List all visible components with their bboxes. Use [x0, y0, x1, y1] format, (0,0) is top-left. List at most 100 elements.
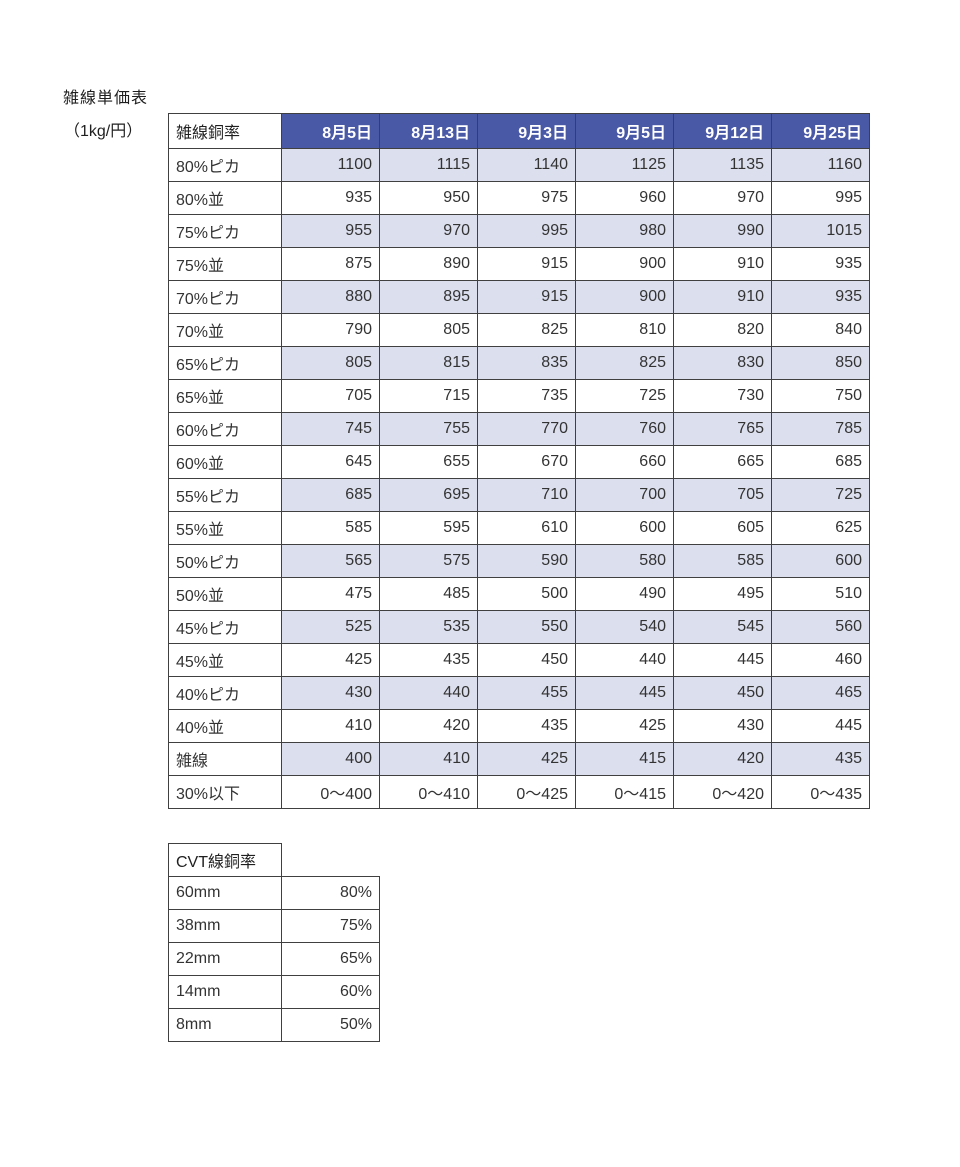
price-value-cell: 995 — [477, 214, 576, 248]
price-value-cell: 600 — [771, 544, 870, 578]
copper-rate-label-cell: 60%ピカ — [168, 412, 282, 446]
price-value-cell: 915 — [477, 247, 576, 281]
price-value-cell: 465 — [771, 676, 870, 710]
price-value-cell: 910 — [673, 247, 772, 281]
price-value-cell: 760 — [575, 412, 674, 446]
copper-rate-value-cell: 75% — [281, 909, 380, 943]
copper-rate-label-cell: 55%並 — [168, 511, 282, 545]
price-value-cell: 435 — [477, 709, 576, 743]
price-value-cell: 900 — [575, 280, 674, 314]
price-value-cell: 810 — [575, 313, 674, 347]
price-value-cell: 730 — [673, 379, 772, 413]
price-value-cell: 600 — [575, 511, 674, 545]
price-row: 45%並 425 435 450 440 445 460 — [168, 643, 870, 677]
price-value-cell: 975 — [477, 181, 576, 215]
price-value-cell: 445 — [771, 709, 870, 743]
price-row: 65%並 705 715 735 725 730 750 — [168, 379, 870, 413]
price-value-cell: 830 — [673, 346, 772, 380]
price-row: 70%並 790 805 825 810 820 840 — [168, 313, 870, 347]
price-value-cell: 590 — [477, 544, 576, 578]
date-header-cell: 9月5日 — [575, 113, 674, 149]
price-value-cell: 545 — [673, 610, 772, 644]
price-row: 60%ピカ 745 755 770 760 765 785 — [168, 412, 870, 446]
date-header-cell: 9月12日 — [673, 113, 772, 149]
price-value-cell: 700 — [575, 478, 674, 512]
price-row: 40%ピカ 430 440 455 445 450 465 — [168, 676, 870, 710]
price-value-cell: 970 — [379, 214, 478, 248]
copper-rate-label-cell: 80%ピカ — [168, 148, 282, 182]
price-value-cell: 825 — [477, 313, 576, 347]
price-value-cell: 875 — [281, 247, 380, 281]
price-value-cell: 900 — [575, 247, 674, 281]
price-value-cell: 450 — [673, 676, 772, 710]
price-value-cell: 1135 — [673, 148, 772, 182]
copper-rate-label-cell: 50%並 — [168, 577, 282, 611]
price-value-cell: 1015 — [771, 214, 870, 248]
price-row: 30%以下 0～400 0～410 0～425 0～415 0～420 0～435 — [168, 775, 870, 809]
price-row: 50%ピカ 565 575 590 580 585 600 — [168, 544, 870, 578]
price-value-cell: 475 — [281, 577, 380, 611]
copper-rate-value-cell: 50% — [281, 1008, 380, 1042]
price-value-cell: 410 — [379, 742, 478, 776]
copper-rate-label-cell: 60%並 — [168, 445, 282, 479]
price-value-cell: 550 — [477, 610, 576, 644]
copper-rate-label-cell: 40%並 — [168, 709, 282, 743]
price-value-cell: 805 — [379, 313, 478, 347]
price-value-cell: 1125 — [575, 148, 674, 182]
date-header-cell: 8月5日 — [281, 113, 380, 149]
price-value-cell: 745 — [281, 412, 380, 446]
copper-rate-label-cell: 75%並 — [168, 247, 282, 281]
price-row: 80%並 935 950 975 960 970 995 — [168, 181, 870, 215]
price-value-cell: 605 — [673, 511, 772, 545]
cvt-row: 14mm 60% — [168, 975, 380, 1009]
copper-rate-label-cell: 65%並 — [168, 379, 282, 413]
price-value-cell: 670 — [477, 445, 576, 479]
price-value-cell: 685 — [281, 478, 380, 512]
price-value-cell: 790 — [281, 313, 380, 347]
wire-size-label-cell: 38mm — [168, 909, 282, 943]
price-table: 雑線銅率 8月5日 8月13日 9月3日 9月5日 9月12日 9月25日 80%ピカ 110… — [168, 113, 870, 809]
price-row: 40%並 410 420 435 425 430 445 — [168, 709, 870, 743]
price-value-cell: 735 — [477, 379, 576, 413]
price-value-cell: 935 — [771, 280, 870, 314]
price-value-cell: 840 — [771, 313, 870, 347]
copper-rate-value-cell: 65% — [281, 942, 380, 976]
price-value-cell: 725 — [575, 379, 674, 413]
cvt-row: 8mm 50% — [168, 1008, 380, 1042]
price-value-cell: 820 — [673, 313, 772, 347]
price-row: 70%ピカ 880 895 915 900 910 935 — [168, 280, 870, 314]
price-value-cell: 510 — [771, 577, 870, 611]
price-value-cell: 560 — [771, 610, 870, 644]
copper-rate-label-cell: 雑線 — [168, 742, 282, 776]
price-value-cell: 500 — [477, 577, 576, 611]
price-value-cell: 770 — [477, 412, 576, 446]
copper-rate-label-cell: 45%ピカ — [168, 610, 282, 644]
price-value-cell: 400 — [281, 742, 380, 776]
price-value-cell: 815 — [379, 346, 478, 380]
price-value-cell: 525 — [281, 610, 380, 644]
price-value-cell: 425 — [281, 643, 380, 677]
price-value-cell: 420 — [673, 742, 772, 776]
price-value-cell: 445 — [673, 643, 772, 677]
date-header-cell: 9月3日 — [477, 113, 576, 149]
price-value-cell: 430 — [673, 709, 772, 743]
price-value-cell: 660 — [575, 445, 674, 479]
price-value-cell: 935 — [281, 181, 380, 215]
price-value-cell: 425 — [477, 742, 576, 776]
copper-rate-label-cell: 75%ピカ — [168, 214, 282, 248]
price-value-cell: 625 — [771, 511, 870, 545]
cvt-header-spacer — [282, 844, 380, 877]
price-value-cell: 645 — [281, 445, 380, 479]
corner-header-cell: 雑線銅率 — [168, 113, 282, 149]
price-value-cell: 420 — [379, 709, 478, 743]
price-value-cell: 980 — [575, 214, 674, 248]
price-value-cell: 495 — [673, 577, 772, 611]
price-value-cell: 1115 — [379, 148, 478, 182]
price-value-cell: 655 — [379, 445, 478, 479]
price-value-cell: 895 — [379, 280, 478, 314]
price-value-cell: 455 — [477, 676, 576, 710]
price-value-cell: 410 — [281, 709, 380, 743]
price-value-cell: 825 — [575, 346, 674, 380]
price-table-body: 80%ピカ 1100 1115 1140 1125 1135 1160 80%並 935 950 9… — [168, 148, 870, 809]
wire-size-label-cell: 22mm — [168, 942, 282, 976]
